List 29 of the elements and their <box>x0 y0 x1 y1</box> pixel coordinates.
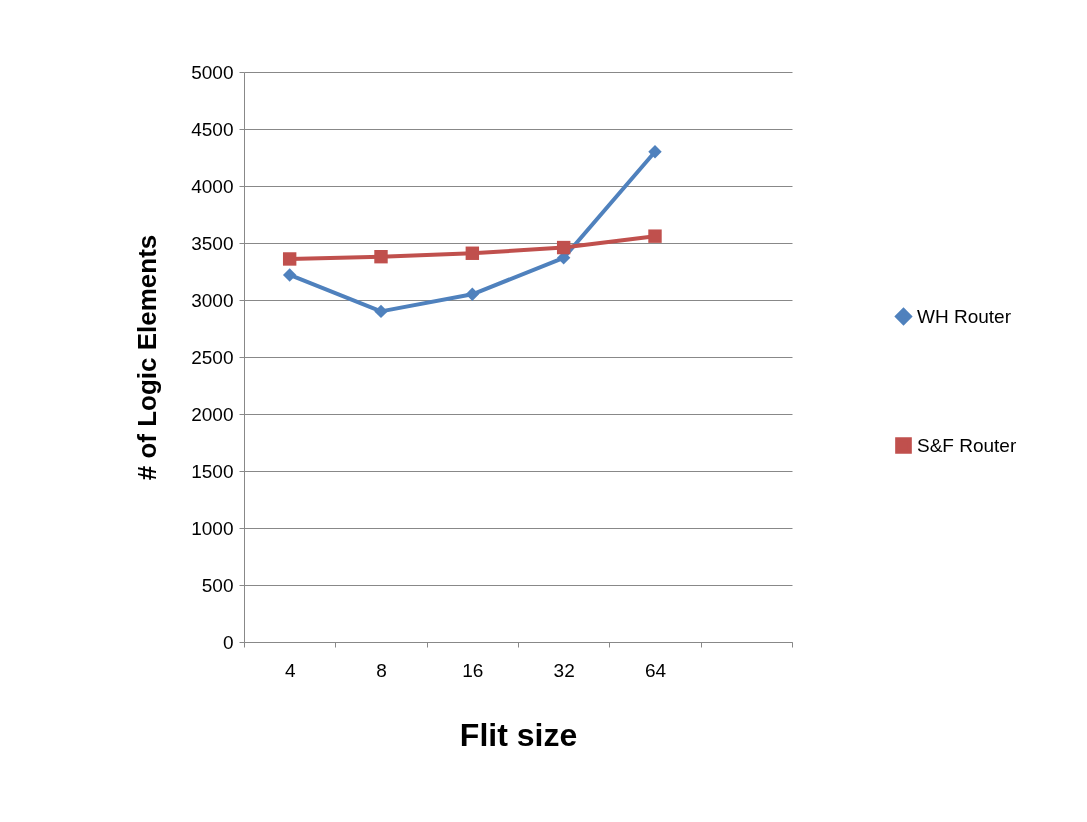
legend-label: WH Router <box>917 305 1012 327</box>
y-tick-label: 3000 <box>191 289 234 311</box>
x-tick-label: 64 <box>644 659 667 681</box>
y-tick-label: 500 <box>201 574 234 596</box>
y-tick-label: 1000 <box>191 517 234 539</box>
point <box>465 287 480 302</box>
y-tick-label: 0 <box>222 631 234 653</box>
y-tick-label: 4500 <box>191 118 234 140</box>
y-tick-label: 3500 <box>191 232 234 254</box>
point <box>648 145 662 159</box>
point <box>374 304 388 319</box>
point <box>465 246 480 260</box>
y-tick-label: 2500 <box>191 346 234 368</box>
y-tick-label: 4000 <box>191 175 234 197</box>
x-tick-label: 4 <box>284 659 296 681</box>
x-axis-title: Flit size <box>459 716 578 753</box>
y-axis-title: # of Logic Elements <box>132 234 163 481</box>
y-tick-label: 1500 <box>191 460 234 482</box>
x-tick-label: 16 <box>462 659 484 681</box>
x-tick-label: 8 <box>376 659 387 681</box>
point <box>374 249 388 264</box>
point <box>282 268 297 282</box>
legend-label: S&F Router <box>917 434 1017 456</box>
point <box>282 252 297 266</box>
x-tick-label: 32 <box>553 659 575 681</box>
point <box>556 240 571 255</box>
y-tick-label: 2000 <box>191 403 234 425</box>
point <box>648 229 662 243</box>
y-tick-label: 5000 <box>191 61 234 83</box>
